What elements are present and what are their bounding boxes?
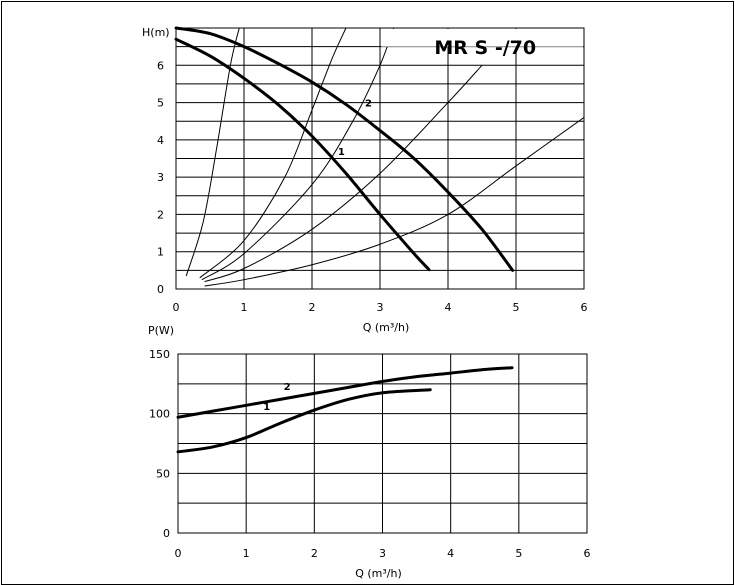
head-curve-label-2: 2 <box>365 98 372 109</box>
power-y-axis-label: P(W) <box>148 324 174 337</box>
head-y-tick: 0 <box>157 283 164 296</box>
power-x-tick: 1 <box>243 547 250 560</box>
power-curve-2 <box>176 366 514 419</box>
power-x-tick: 2 <box>311 547 318 560</box>
head-y-tick: 5 <box>157 97 164 110</box>
head-series: 12 <box>174 26 515 272</box>
head-system-curves <box>185 27 585 287</box>
system-curve <box>201 27 395 281</box>
system-curve <box>185 27 240 277</box>
power-x-tick: 3 <box>379 547 386 560</box>
power-y-tick-labels: 0 50 100 150 <box>149 348 170 540</box>
power-y-tick: 0 <box>163 527 170 540</box>
power-x-tick-labels: 0 1 2 3 4 5 6 <box>175 547 591 560</box>
head-curve-label-1: 1 <box>338 147 345 158</box>
power-x-tick: 4 <box>447 547 454 560</box>
power-curve-label-2: 2 <box>284 382 291 393</box>
head-y-tick: 3 <box>157 171 164 184</box>
system-curve <box>204 117 585 287</box>
power-grid <box>178 354 587 533</box>
head-x-tick: 1 <box>241 301 248 314</box>
power-x-tick: 0 <box>175 547 182 560</box>
power-x-tick: 5 <box>515 547 522 560</box>
power-x-axis-label: Q (m³/h) <box>355 567 402 580</box>
head-y-tick: 1 <box>157 246 164 259</box>
system-curve <box>204 64 483 283</box>
head-x-tick: 0 <box>173 301 180 314</box>
system-curve <box>199 27 347 279</box>
power-y-tick: 150 <box>149 348 170 361</box>
power-curve-label-1: 1 <box>263 402 270 413</box>
power-y-tick: 100 <box>149 408 170 421</box>
power-series: 12 <box>176 366 514 454</box>
head-x-tick: 2 <box>309 301 316 314</box>
head-y-axis-label: H(m) <box>142 26 170 39</box>
head-y-tick: 4 <box>157 134 164 147</box>
power-y-tick: 50 <box>156 467 170 480</box>
head-x-tick: 3 <box>377 301 384 314</box>
head-y-tick: 6 <box>157 59 164 72</box>
head-curve-1 <box>174 37 431 272</box>
head-y-tick: 2 <box>157 208 164 221</box>
head-curve-2 <box>174 26 515 272</box>
head-x-tick: 6 <box>581 301 588 314</box>
chart-title: MR S -/70 <box>434 37 536 59</box>
power-curve-1 <box>176 388 432 454</box>
head-x-tick: 4 <box>445 301 452 314</box>
head-x-tick: 5 <box>513 301 520 314</box>
head-x-axis-label: Q (m³/h) <box>363 321 410 334</box>
head-title-box <box>381 29 583 47</box>
head-y-tick-labels: 0 1 2 3 4 5 6 <box>157 59 164 296</box>
head-x-tick-labels: 0 1 2 3 4 5 6 <box>173 301 588 314</box>
power-x-tick: 6 <box>584 547 591 560</box>
